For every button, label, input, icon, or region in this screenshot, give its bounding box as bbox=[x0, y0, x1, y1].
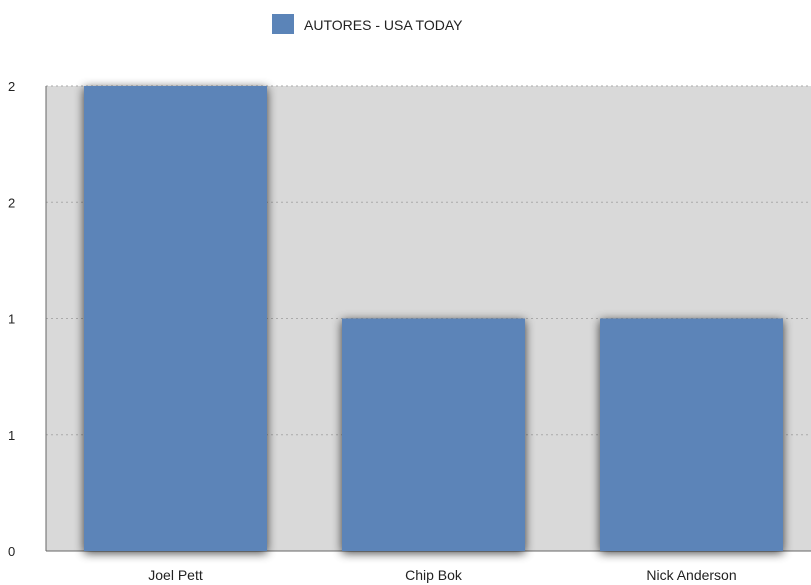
bars bbox=[84, 86, 783, 551]
legend: AUTORES - USA TODAY bbox=[272, 14, 463, 34]
bar bbox=[84, 86, 267, 551]
x-category-label: Joel Pett bbox=[148, 567, 203, 583]
x-category-label: Chip Bok bbox=[405, 567, 463, 583]
x-axis-labels: Joel Pett Chip Bok Nick Anderson bbox=[148, 567, 736, 583]
legend-label: AUTORES - USA TODAY bbox=[304, 17, 463, 33]
y-tick-label: 0 bbox=[8, 544, 15, 559]
y-tick-label: 2 bbox=[8, 195, 15, 210]
y-tick-label: 2 bbox=[8, 79, 15, 94]
x-category-label: Nick Anderson bbox=[646, 567, 736, 583]
y-tick-label: 1 bbox=[8, 312, 15, 327]
y-axis-ticks: 0 1 1 2 2 bbox=[8, 79, 15, 559]
bar bbox=[342, 318, 525, 551]
y-tick-label: 1 bbox=[8, 428, 15, 443]
legend-swatch bbox=[272, 14, 294, 34]
bar bbox=[600, 318, 783, 551]
